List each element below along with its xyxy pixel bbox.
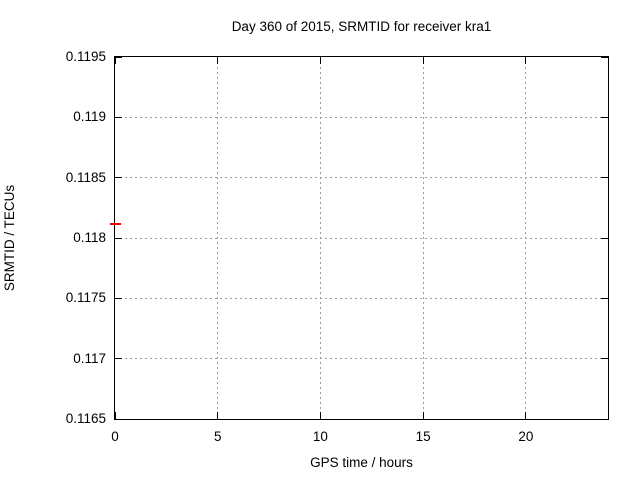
x-axis-tick-bottom: [319, 412, 321, 419]
x-axis-tick-bottom: [422, 412, 424, 419]
y-axis-tick-right: [601, 116, 608, 118]
x-axis-tick-bottom: [114, 412, 116, 419]
x-tick-label: 20: [518, 429, 534, 444]
grid-line-h: [115, 358, 608, 360]
x-axis-tick-top: [319, 57, 321, 64]
plot-area: [109, 56, 609, 420]
y-axis-tick-left: [115, 237, 122, 239]
x-axis-tick-bottom: [525, 412, 527, 419]
y-axis-tick-right: [601, 237, 608, 239]
x-axis-tick-bottom: [217, 412, 219, 419]
grid-line-h: [115, 116, 608, 118]
x-tick-label: 10: [312, 429, 328, 444]
y-axis-tick-right: [601, 177, 608, 179]
x-tick-label: 15: [415, 429, 431, 444]
y-tick-label: 0.1175: [65, 290, 106, 306]
x-axis-tick-top: [114, 57, 116, 64]
y-axis-tick-left: [115, 56, 122, 58]
y-tick-label: 0.1185: [65, 169, 106, 185]
x-tick-label: 0: [111, 429, 119, 444]
grid-line-v: [422, 57, 424, 419]
y-axis-tick-left: [115, 297, 122, 299]
grid-line-v: [217, 57, 219, 419]
y-axis-tick-left: [115, 418, 122, 420]
y-axis-tick-right: [601, 297, 608, 299]
y-axis-tick-right: [601, 358, 608, 360]
y-tick-label: 0.119: [73, 109, 106, 125]
y-axis-tick-left: [115, 177, 122, 179]
data-point-marker: [109, 222, 121, 225]
y-tick-label: 0.1195: [65, 49, 106, 64]
grid-line-v: [525, 57, 527, 419]
y-tick-label: 0.118: [73, 230, 106, 245]
y-tick-label: 0.1165: [65, 411, 106, 426]
x-axis-tick-top: [525, 57, 527, 64]
y-tick-label: 0.117: [73, 350, 106, 366]
grid-line-h: [115, 177, 608, 179]
x-axis-tick-top: [217, 57, 219, 64]
grid-line-v: [319, 57, 321, 419]
chart-title: Day 360 of 2015, SRMTID for receiver kra…: [231, 19, 492, 34]
x-tick-label: 5: [213, 429, 222, 444]
y-axis-tick-left: [115, 358, 122, 360]
grid-line-h: [115, 297, 608, 299]
x-axis-tick-top: [422, 57, 424, 64]
y-axis-tick-left: [115, 116, 122, 118]
y-axis-tick-right: [601, 418, 608, 420]
y-axis-tick-right: [601, 56, 608, 58]
grid-line-h: [115, 237, 608, 239]
x-axis-title: GPS time / hours: [310, 455, 413, 470]
